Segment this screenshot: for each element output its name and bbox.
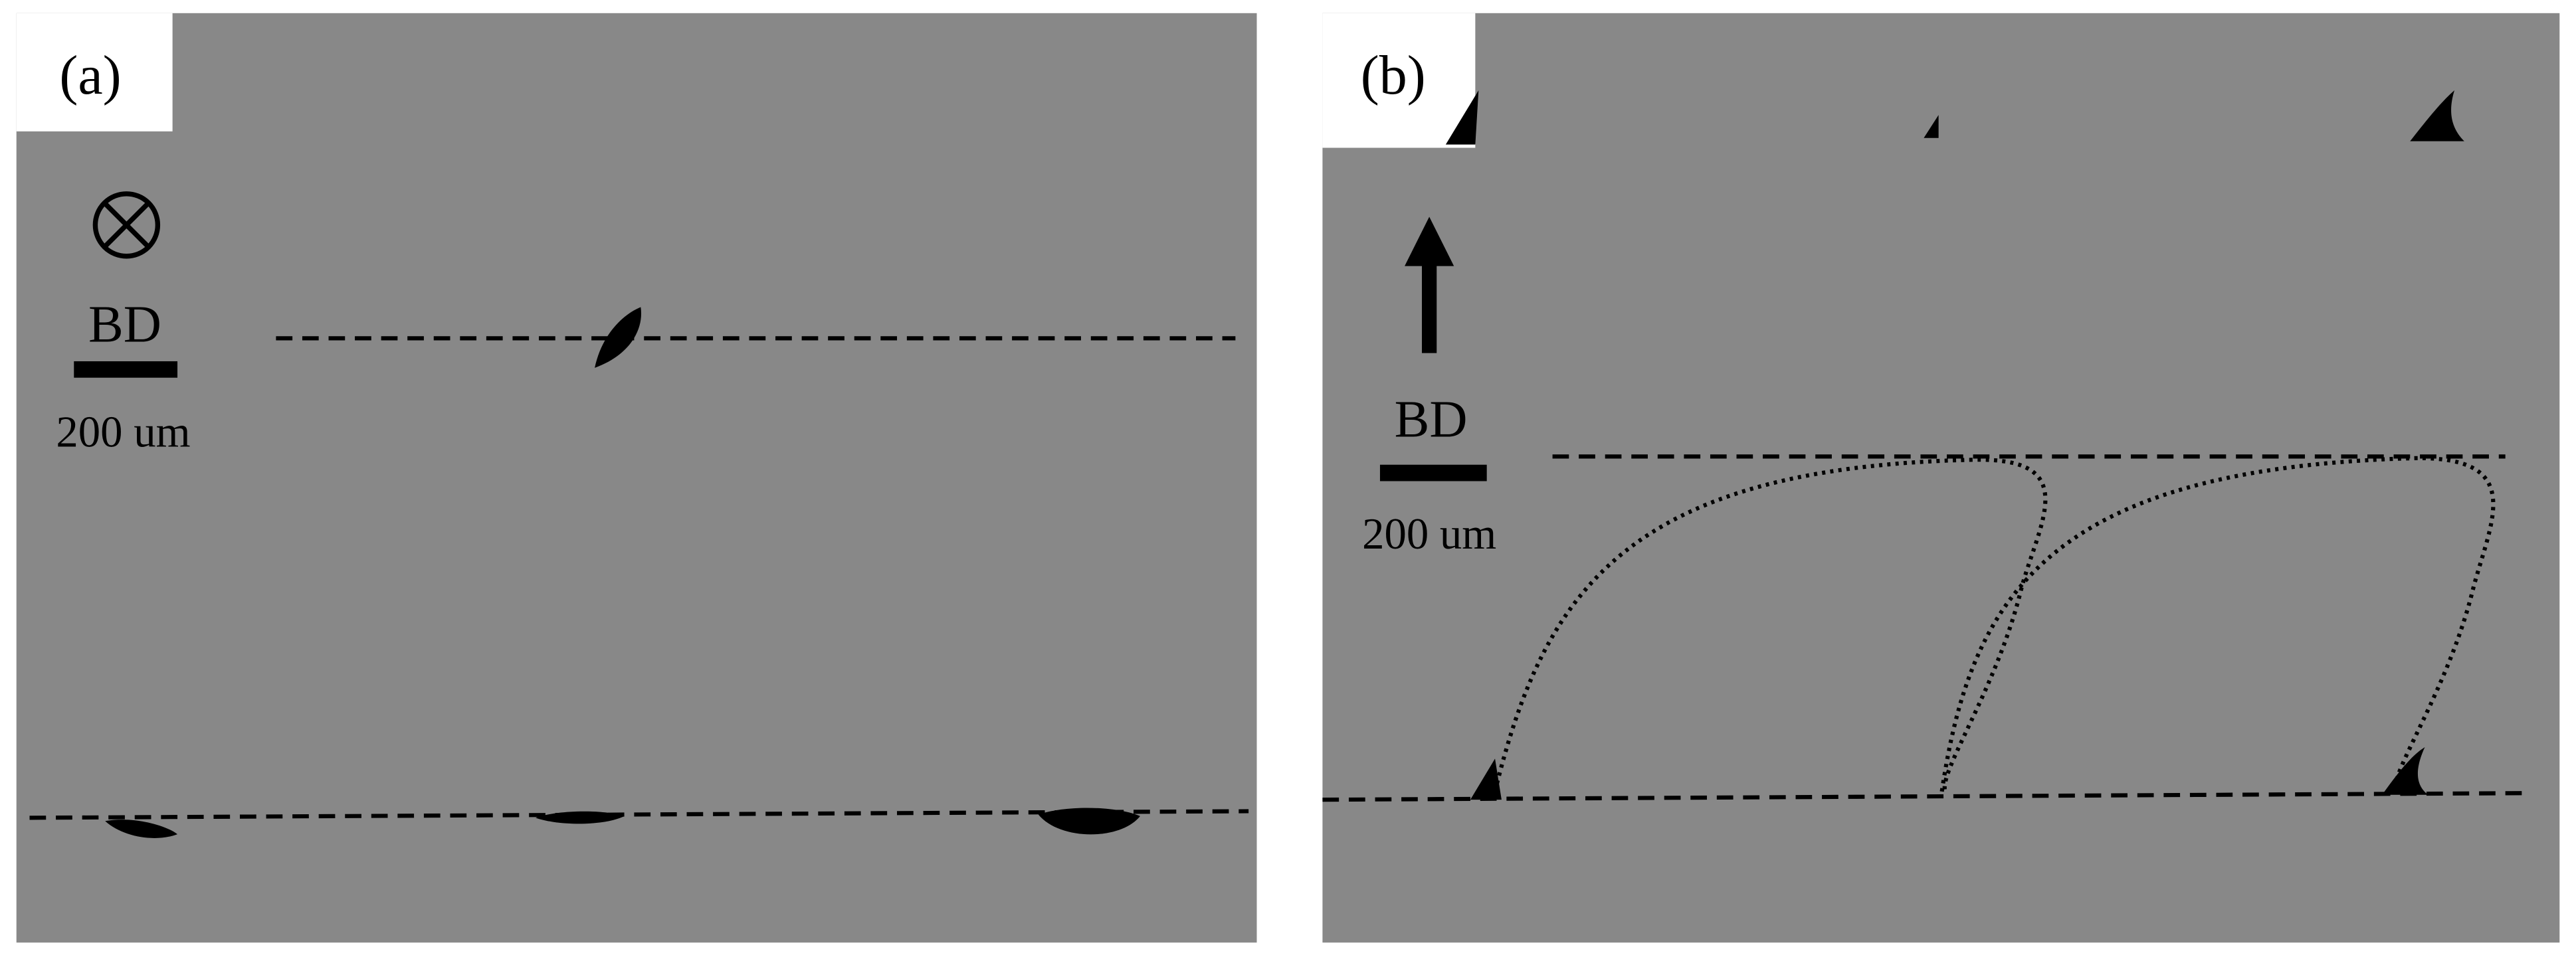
layer-line: [1322, 791, 2522, 802]
pore: [1470, 758, 1502, 800]
panel-label: (b): [1361, 44, 1426, 106]
panel-b: (b) BD 200 um: [1322, 13, 2560, 943]
micrograph: [1322, 13, 2560, 943]
label-box: [16, 13, 173, 131]
label-box: [1322, 13, 1476, 148]
pore: [2382, 747, 2428, 795]
panel-label: (a): [59, 44, 121, 106]
pore: [1445, 90, 1479, 145]
build-direction-label: BD: [1395, 391, 1468, 449]
pore: [536, 811, 625, 824]
micrograph: [16, 13, 1257, 943]
scale-bar: [74, 361, 178, 378]
scale-bar-label: 200 um: [56, 408, 190, 457]
into-page-symbol: [92, 191, 161, 259]
melt-pool-boundary: [1939, 456, 2496, 792]
pore: [2410, 90, 2464, 141]
pore: [1038, 808, 1140, 835]
pore: [1924, 115, 1939, 138]
scale-bar-label: 200 um: [1362, 510, 1496, 559]
into-page-symbol: [103, 201, 150, 248]
pore: [105, 820, 178, 838]
layer-line: [29, 809, 1249, 820]
scale-bar: [1379, 464, 1487, 481]
panel-a: (a) BD 200 um: [16, 13, 1257, 943]
pore: [595, 307, 642, 368]
build-direction-label: BD: [88, 295, 161, 353]
build-direction-arrow: [1405, 217, 1454, 266]
melt-pool-boundary: [1493, 458, 2048, 792]
